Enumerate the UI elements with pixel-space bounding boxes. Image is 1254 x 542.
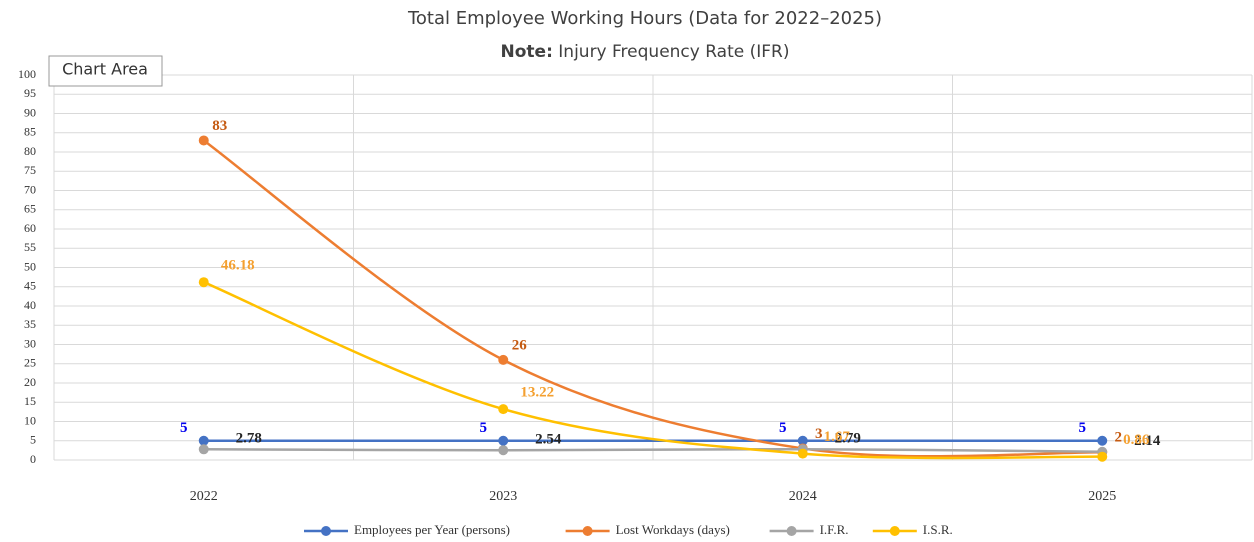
y-tick-label: 25 [24,356,36,370]
data-label: 26 [512,337,528,353]
series-line [203,281,1103,460]
y-tick-label: 90 [24,105,36,119]
y-tick-label: 75 [24,163,36,177]
data-label: 83 [212,118,227,134]
point [797,448,808,459]
y-tick-label: 60 [24,221,36,235]
y-tick-label: 70 [24,182,36,196]
data-label: 0.86 [1123,432,1150,448]
chart-title: Total Employee Working Hours (Data for 2… [407,8,882,29]
y-tick-label: 15 [24,394,36,408]
point [498,435,509,446]
data-label: 2.79 [835,431,861,447]
chart-subtitle: Note: Injury Frequency Rate (IFR) [501,42,790,62]
data-label: 3 [815,426,823,442]
point [498,404,509,415]
point [1097,451,1108,462]
y-tick-label: 80 [24,144,36,158]
y-tick-label: 0 [30,452,36,466]
plot-area: 0510152025303540455055606570758085909510… [18,67,1253,504]
y-tick-label: 100 [18,67,36,81]
subtitle: Injury Frequency Rate (IFR) [558,42,789,62]
data-label: 5 [779,420,787,436]
point [1097,435,1108,446]
y-tick-label: 10 [24,413,36,427]
data-label: 2.14 [1134,433,1161,449]
x-tick-label: 2025 [1088,489,1116,504]
y-tick-label: 30 [24,336,36,350]
legend-label: I.S.R. [923,522,953,537]
series-line [203,139,1103,458]
point [498,354,509,365]
x-tick-label: 2022 [190,489,218,504]
legend-marker [582,526,593,536]
point [198,277,209,288]
data-label: 5 [1079,420,1087,436]
legend-label: Employees per Year (persons) [354,522,510,537]
data-label: 5 [180,420,188,436]
data-label: 5 [480,420,488,436]
point [797,435,808,446]
legend-label: I.F.R. [820,522,849,537]
data-label: 2.78 [236,431,262,447]
y-tick-label: 35 [24,317,36,331]
point [198,444,209,455]
note-label: Note: [501,42,553,62]
point [498,445,509,456]
point [198,135,209,146]
legend-marker [321,526,331,536]
x-tick-label: 2023 [489,489,517,504]
legend-marker [889,526,900,536]
data-label: 2 [1115,430,1123,446]
x-tick-label: 2024 [789,489,817,504]
y-tick-label: 50 [24,259,36,273]
legend-marker [786,526,797,536]
series-line [203,447,1103,454]
y-tick-label: 55 [24,240,36,254]
data-label: 46.18 [221,258,255,274]
data-label: 2.54 [535,432,562,448]
y-tick-label: 95 [24,86,36,100]
y-tick-label: 20 [24,375,36,389]
data-label: 1.67 [824,429,851,445]
y-tick-label: 40 [24,298,36,312]
y-tick-label: 45 [24,279,36,293]
tooltip-box [48,55,163,87]
data-label: 13.22 [520,385,554,401]
tooltip: Chart Area [62,60,148,79]
y-tick-label: 65 [24,202,36,216]
legend-label: Lost Workdays (days) [616,522,730,537]
y-tick-label: 5 [30,433,36,447]
y-tick-label: 85 [24,125,36,139]
point [198,435,209,446]
